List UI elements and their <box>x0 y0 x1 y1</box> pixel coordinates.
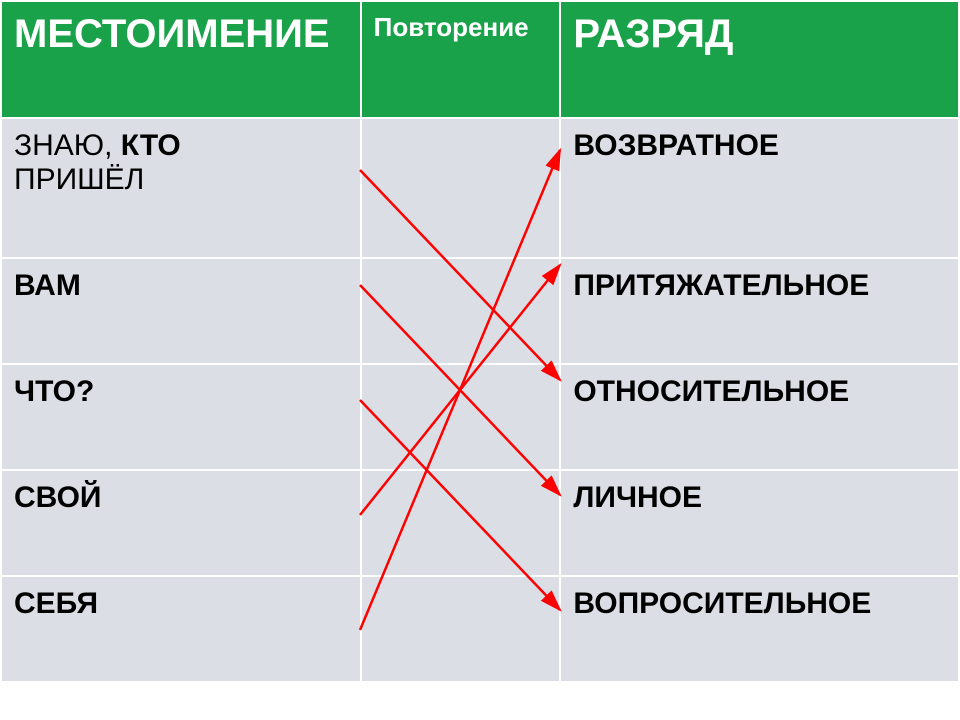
category-cell: ПРИТЯЖАТЕЛЬНОЕ <box>560 258 959 364</box>
table-row: СЕБЯ ВОПРОСИТЕЛЬНОЕ <box>1 576 959 682</box>
middle-cell <box>361 118 561 258</box>
stage: МЕСТОИМЕНИЕ Повторение РАЗРЯД ЗНАЮ, КТО … <box>0 0 960 720</box>
pronoun-cell: СЕБЯ <box>1 576 361 682</box>
table-row: СВОЙ ЛИЧНОЕ <box>1 470 959 576</box>
category-cell: ВОЗВРАТНОЕ <box>560 118 959 258</box>
table-row: ВАМ ПРИТЯЖАТЕЛЬНОЕ <box>1 258 959 364</box>
table-row: ЧТО? ОТНОСИТЕЛЬНОЕ <box>1 364 959 470</box>
category-cell: ВОПРОСИТЕЛЬНОЕ <box>560 576 959 682</box>
middle-cell <box>361 470 561 576</box>
header-col-3: РАЗРЯД <box>560 1 959 118</box>
header-col-1: МЕСТОИМЕНИЕ <box>1 1 361 118</box>
header-row: МЕСТОИМЕНИЕ Повторение РАЗРЯД <box>1 1 959 118</box>
pronoun-cell: ВАМ <box>1 258 361 364</box>
header-col-2: Повторение <box>361 1 561 118</box>
pronoun-cell: СВОЙ <box>1 470 361 576</box>
category-cell: ЛИЧНОЕ <box>560 470 959 576</box>
pronoun-rest: ПРИШЁЛ <box>14 163 144 196</box>
middle-cell <box>361 576 561 682</box>
matching-table: МЕСТОИМЕНИЕ Повторение РАЗРЯД ЗНАЮ, КТО … <box>0 0 960 683</box>
middle-cell <box>361 364 561 470</box>
pronoun-cell: ЗНАЮ, КТО ПРИШЁЛ <box>1 118 361 258</box>
category-cell: ОТНОСИТЕЛЬНОЕ <box>560 364 959 470</box>
pronoun-cell: ЧТО? <box>1 364 361 470</box>
pronoun-bold: КТО <box>121 129 181 162</box>
table-row: ЗНАЮ, КТО ПРИШЁЛ ВОЗВРАТНОЕ <box>1 118 959 258</box>
middle-cell <box>361 258 561 364</box>
pronoun-prefix: ЗНАЮ, <box>14 129 121 162</box>
